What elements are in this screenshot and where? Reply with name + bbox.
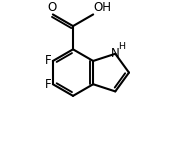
Text: H: H bbox=[118, 41, 125, 51]
Text: O: O bbox=[47, 1, 56, 14]
Text: F: F bbox=[45, 54, 52, 67]
Text: N: N bbox=[111, 47, 120, 60]
Text: F: F bbox=[45, 78, 52, 91]
Text: OH: OH bbox=[94, 1, 112, 14]
